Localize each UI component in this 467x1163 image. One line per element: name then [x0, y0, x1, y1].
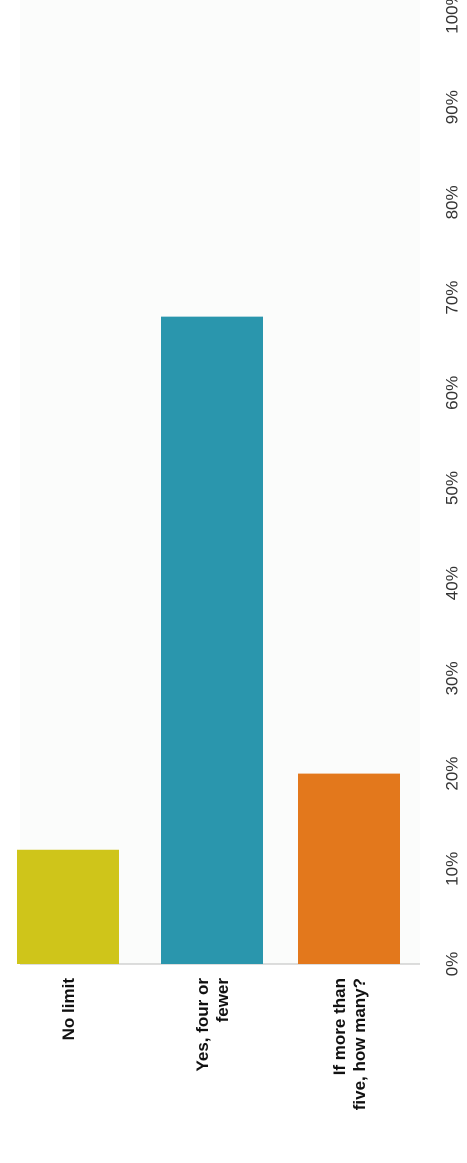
- tick-label: 100%: [443, 0, 462, 34]
- tick-label: 90%: [443, 90, 462, 124]
- category-labels: No limit Yes, four orfewer If more thanfiv…: [59, 978, 369, 1111]
- bar-0: [17, 849, 119, 964]
- category-label-line: No limit: [59, 978, 78, 1041]
- tick-label: 40%: [443, 566, 462, 600]
- tick-label: 60%: [443, 376, 462, 410]
- category-label-line: If more than: [330, 978, 349, 1075]
- tick-label: 10%: [443, 852, 462, 886]
- tick-label: 80%: [443, 185, 462, 219]
- category-label-line: fewer: [213, 978, 232, 1023]
- category-label: Yes, four orfewer: [193, 978, 232, 1072]
- bar-1: [161, 316, 263, 964]
- category-label-line: Yes, four or: [193, 978, 212, 1072]
- category-label-line: five, how many?: [350, 978, 369, 1110]
- tick-label: 0%: [443, 952, 462, 977]
- category-label: No limit: [59, 978, 78, 1041]
- bars: [17, 316, 400, 964]
- category-label: If more thanfive, how many?: [330, 978, 369, 1110]
- tick-label: 70%: [443, 281, 462, 315]
- bar-2: [298, 773, 400, 964]
- tick-label: 20%: [443, 757, 462, 791]
- tick-label: 30%: [443, 661, 462, 695]
- tick-label: 50%: [443, 471, 462, 505]
- value-axis-ticks: 0% 10% 20% 30% 40% 50% 60% 70% 80% 90% 100%: [443, 0, 462, 976]
